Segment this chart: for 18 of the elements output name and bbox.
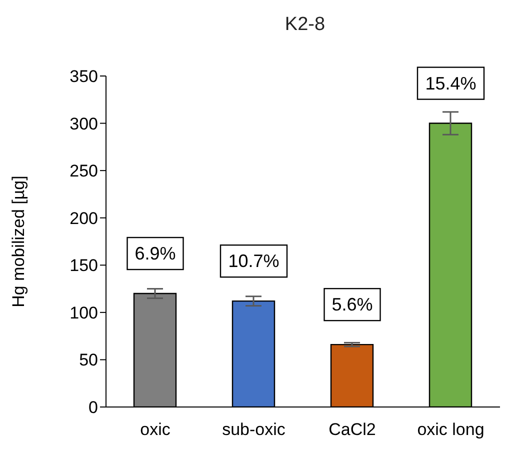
y-tick-label: 200 bbox=[70, 208, 98, 228]
x-tick-label: oxic long bbox=[417, 420, 484, 440]
annotation: 6.9% bbox=[134, 244, 176, 264]
y-tick-label: 0 bbox=[88, 398, 98, 418]
annotation: 5.6% bbox=[332, 294, 373, 315]
x-tick-label: CaCl2 bbox=[328, 420, 376, 440]
y-axis-title: Hg mobilized [µg] bbox=[9, 176, 28, 308]
annotation: 15.4% bbox=[425, 73, 476, 94]
y-tick-label: 150 bbox=[70, 256, 98, 276]
y-tick-label: 100 bbox=[70, 303, 98, 322]
annotation: 10.7% bbox=[228, 251, 280, 272]
x-tick-label: oxic bbox=[140, 420, 171, 440]
x-tick-label: sub-oxic bbox=[222, 420, 286, 440]
y-tick-label: 350 bbox=[70, 67, 98, 86]
y-tick-label: 300 bbox=[70, 114, 98, 134]
y-tick-label: 250 bbox=[70, 162, 98, 181]
chart-title: K2-8 bbox=[284, 14, 326, 36]
y-tick-label: 50 bbox=[79, 350, 98, 370]
